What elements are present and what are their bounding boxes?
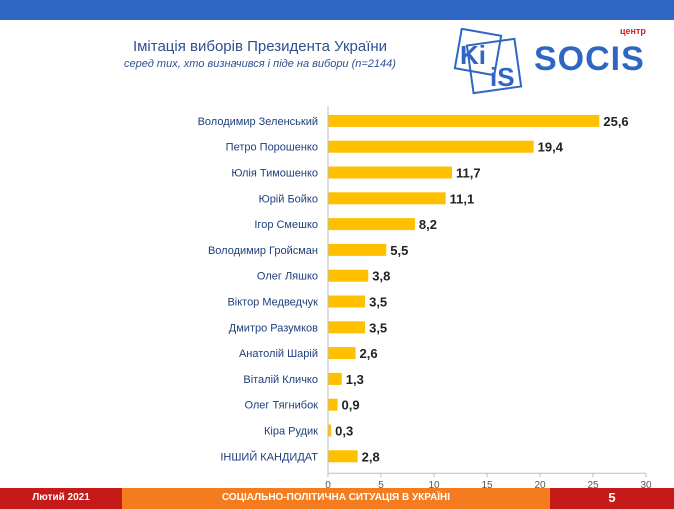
category-label: Ігор Смешко: [254, 219, 318, 231]
category-label: ІНШИЙ КАНДИДАТ: [220, 450, 318, 463]
x-tick-label: 25: [587, 480, 599, 488]
footer-date: Лютий 2021: [32, 492, 90, 503]
data-label: 3,5: [369, 295, 387, 310]
bar: [328, 295, 366, 308]
x-tick-label: 20: [534, 480, 546, 488]
category-label: Кіра Рудик: [264, 426, 318, 438]
category-label: Юрій Бойко: [259, 193, 318, 205]
footer: Лютий 2021 СОЦІАЛЬНО-ПОЛІТИЧНА СИТУАЦІЯ …: [0, 488, 674, 509]
chart-subtitle: серед тих, хто визначився і піде на вибо…: [124, 58, 396, 70]
bar: [328, 243, 387, 256]
footer-section-title: СОЦІАЛЬНО-ПОЛІТИЧНА СИТУАЦІЯ В УКРАЇНІ: [221, 492, 451, 503]
bar: [328, 372, 342, 385]
data-label: 2,6: [360, 346, 378, 361]
category-label: Юлія Тимошенко: [231, 168, 318, 180]
socis-logo: SOCIS: [534, 40, 645, 78]
socis-tag: центр: [620, 26, 646, 36]
footer-right-block: [550, 488, 674, 509]
bar: [328, 140, 534, 153]
bar: [328, 398, 338, 411]
data-label: 0,3: [335, 424, 353, 439]
bar: [328, 269, 369, 282]
category-label: Олег Ляшко: [257, 271, 318, 283]
bar-chart: Володимир Зеленський 25,6 Петро Порошенко 1…: [198, 106, 652, 488]
bar: [328, 192, 446, 205]
data-label: 11,1: [450, 191, 475, 206]
data-label: 25,6: [603, 114, 628, 129]
category-label: Олег Тягнибок: [244, 400, 318, 412]
x-tick-label: 15: [481, 480, 493, 488]
kiis-logo: Ki iS: [453, 28, 523, 95]
top-accent-bar: [0, 0, 674, 20]
footer-page-number: 5: [608, 490, 616, 505]
bar: [328, 114, 600, 127]
bar: [328, 424, 332, 437]
chart-title: Імітація виборів Президента України: [132, 38, 388, 55]
category-label: Віктор Медведчук: [227, 297, 318, 309]
data-label: 5,5: [390, 243, 408, 258]
bar: [328, 166, 453, 179]
category-label: Дмитро Разумков: [229, 322, 318, 334]
bar: [328, 321, 366, 334]
x-tick-label: 30: [640, 480, 652, 488]
data-label: 11,7: [456, 166, 481, 181]
svg-text:Ki: Ki: [460, 40, 486, 70]
data-label: 0,9: [342, 398, 360, 413]
data-label: 1,3: [346, 372, 364, 387]
category-label: Анатолій Шарій: [239, 348, 318, 360]
category-label: Віталій Кличко: [243, 374, 318, 386]
x-tick-label: 10: [428, 480, 440, 488]
footer-middle-block: [122, 488, 550, 509]
data-label: 19,4: [538, 140, 564, 155]
category-label: Петро Порошенко: [226, 142, 318, 154]
category-label: Володимир Гройсман: [208, 245, 318, 257]
bar: [328, 218, 415, 231]
data-label: 8,2: [419, 217, 437, 232]
footer-left-block: [0, 488, 122, 509]
bar: [328, 450, 358, 463]
data-label: 2,8: [362, 449, 380, 464]
x-tick-label: 5: [378, 480, 384, 488]
category-label: Володимир Зеленський: [198, 116, 318, 128]
data-label: 3,5: [369, 320, 387, 335]
x-tick-label: 0: [325, 480, 331, 488]
svg-text:iS: iS: [490, 62, 515, 92]
data-label: 3,8: [372, 269, 390, 284]
bar: [328, 347, 356, 360]
